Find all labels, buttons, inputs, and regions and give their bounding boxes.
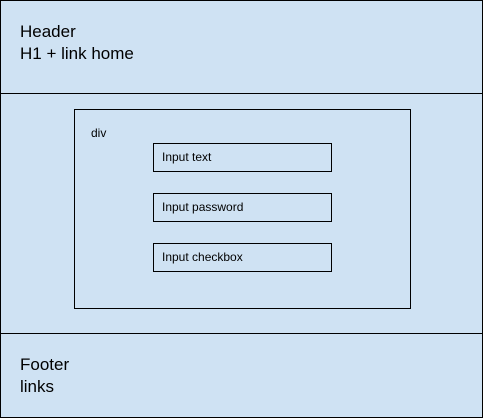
footer-section: Footer links	[1, 333, 483, 419]
main-section: div Input text Input password Input chec…	[1, 93, 483, 334]
header-title: Header	[20, 22, 76, 41]
div-label: div	[91, 126, 107, 140]
div-container: div Input text Input password Input chec…	[74, 109, 411, 309]
header-section: Header H1 + link home	[1, 1, 483, 94]
header-annotation: Header H1 + link home	[20, 21, 134, 65]
footer-title: Footer	[20, 355, 70, 374]
input-text-box: Input text	[153, 143, 332, 172]
footer-annotation: Footer links	[20, 354, 69, 398]
input-checkbox-box: Input checkbox	[153, 243, 332, 272]
header-description: H1 + link home	[20, 44, 134, 63]
input-password-box: Input password	[153, 193, 332, 222]
footer-description: links	[20, 377, 55, 396]
